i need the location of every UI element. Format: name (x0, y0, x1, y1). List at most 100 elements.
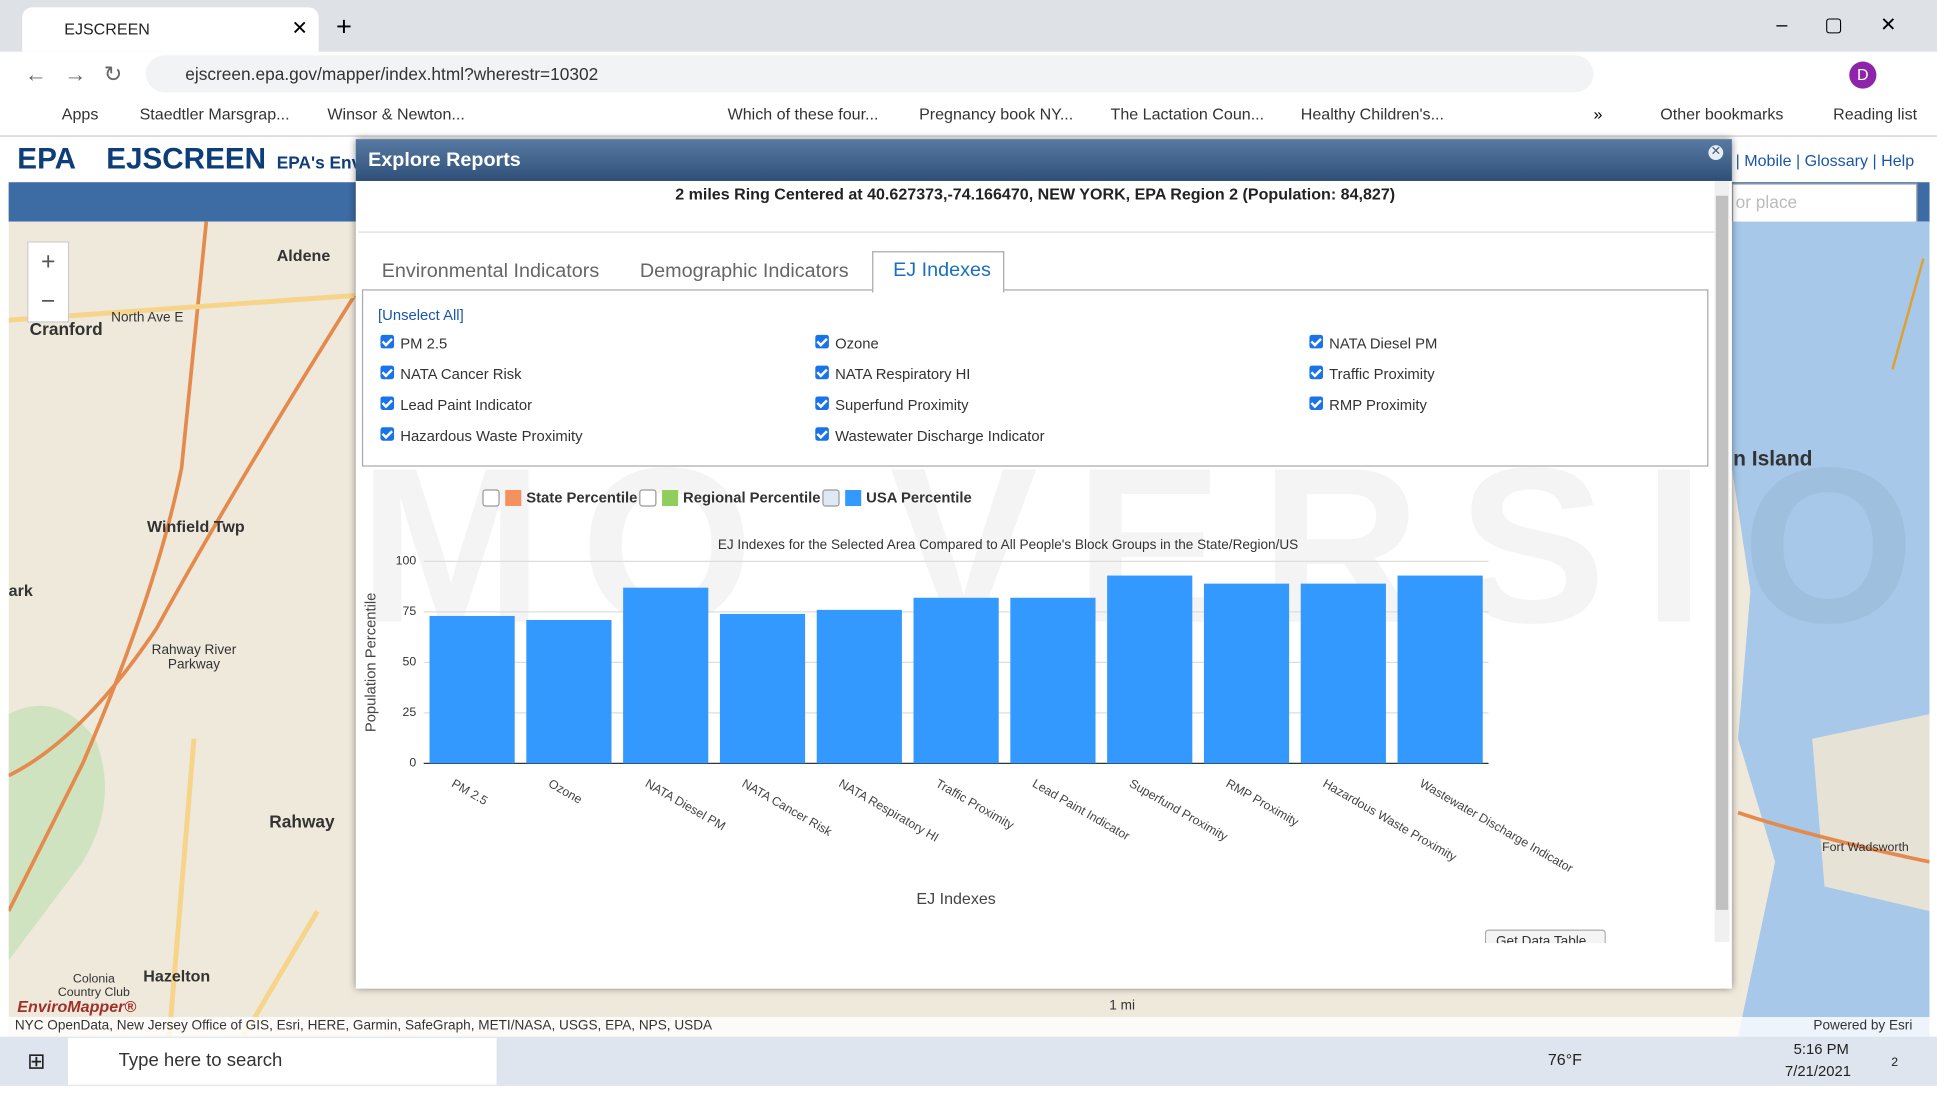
link[interactable]: | Glossary (1796, 151, 1869, 170)
legend-swatch[interactable] (505, 490, 522, 507)
map-label: ark (8, 581, 33, 600)
button-label: Get Data Table (1495, 934, 1587, 944)
checkbox[interactable] (380, 365, 395, 380)
y-tick-label: 100 (396, 554, 417, 568)
other-bookmarks[interactable]: Other bookmarks (1660, 104, 1784, 124)
active-tab[interactable] (872, 251, 1005, 294)
chart-title: EJ Indexes for the Selected Area Compare… (718, 537, 1298, 552)
bar[interactable] (1107, 575, 1193, 764)
tab[interactable]: Environmental Indicators (381, 261, 600, 282)
checkbox-label[interactable]: PM 2.5 (400, 334, 448, 353)
bookmark[interactable]: Winsor & Newton... (327, 104, 465, 124)
bookmark[interactable]: The Lactation Coun... (1110, 104, 1265, 124)
legend-swatch[interactable] (662, 490, 679, 507)
link[interactable]: | Mobile (1735, 151, 1792, 170)
bookmark[interactable]: Which of these four... (727, 104, 879, 124)
map-label: Cranford (29, 318, 103, 339)
notification-count[interactable]: 2 (1891, 1056, 1899, 1070)
checkbox-label[interactable]: RMP Proximity (1329, 396, 1427, 414)
bookmark[interactable]: Apps (61, 104, 99, 124)
checkbox-label[interactable]: NATA Respiratory HI (835, 365, 971, 383)
legend-label[interactable]: State Percentile (526, 491, 637, 507)
checkbox-label[interactable]: Superfund Proximity (835, 396, 969, 414)
checkbox-label[interactable]: Lead Paint Indicator (400, 396, 533, 414)
bar[interactable] (816, 609, 902, 764)
bookmark[interactable]: Staedtler Marsgrap... (139, 104, 290, 124)
map-label: Rahway River Parkway (151, 642, 237, 673)
checkbox[interactable] (380, 396, 395, 410)
link[interactable]: | Help (1872, 151, 1915, 170)
scrollbar[interactable] (1714, 180, 1730, 942)
x-axis-label: EJ Indexes (916, 890, 995, 908)
legend-checkbox[interactable] (482, 489, 500, 507)
new-tab[interactable]: + (336, 11, 352, 42)
bookmarks-overflow[interactable]: » (1593, 104, 1603, 124)
checkbox-label[interactable]: NATA Diesel PM (1329, 334, 1438, 353)
search-box[interactable] (1731, 183, 1918, 223)
get-data-button[interactable]: Get Data Table (1484, 929, 1606, 944)
checkbox[interactable] (380, 334, 395, 349)
url-box[interactable] (145, 55, 1594, 93)
bar[interactable] (623, 587, 709, 764)
dialog-close[interactable]: ✕ (1708, 145, 1724, 161)
app-name: EJSCREEN (106, 142, 267, 177)
profile[interactable]: D (1849, 61, 1877, 89)
legend-label[interactable]: Regional Percentile (683, 491, 820, 507)
url[interactable]: ejscreen.epa.gov/mapper/index.html?where… (185, 64, 599, 84)
clock-time[interactable]: 5:16 PM (1793, 1040, 1849, 1058)
checkbox[interactable] (815, 396, 829, 410)
y-tick-label: 0 (409, 756, 416, 770)
checkbox-label[interactable]: Traffic Proximity (1329, 365, 1435, 383)
x-tick-label: RMP Proximity (1224, 776, 1302, 829)
bar[interactable] (1300, 583, 1386, 764)
zoom-control[interactable]: + − (27, 241, 70, 323)
y-tick-label: 25 (403, 705, 417, 719)
bar[interactable] (1397, 575, 1483, 764)
dialog (355, 139, 1732, 989)
dialog-subtitle: 2 miles Ring Centered at 40.627373,-74.1… (675, 184, 1396, 204)
bar[interactable] (526, 619, 612, 764)
y-tick-label: 50 (403, 655, 417, 669)
checkbox[interactable] (380, 427, 395, 441)
checkbox[interactable] (1309, 365, 1324, 380)
attribution: NYC OpenData, New Jersey Office of GIS, … (14, 1018, 713, 1033)
tab[interactable]: Demographic Indicators (639, 261, 849, 282)
checkbox-label[interactable]: Wastewater Discharge Indicator (835, 427, 1045, 445)
checkbox-label[interactable]: Hazardous Waste Proximity (400, 427, 583, 445)
scroll-thumb[interactable] (1715, 195, 1729, 910)
legend-checkbox[interactable] (639, 489, 657, 507)
checkbox[interactable] (815, 365, 829, 380)
unselect-all[interactable]: [Unselect All] (378, 306, 464, 324)
bar[interactable] (719, 613, 806, 764)
legend-checkbox[interactable] (822, 489, 840, 507)
window-controls[interactable]: –▢✕ (1776, 14, 1934, 36)
checkbox-label[interactable]: NATA Cancer Risk (400, 365, 522, 383)
bookmark[interactable]: Healthy Children's... (1300, 104, 1444, 124)
nav-buttons[interactable]: ←→↻ (24, 61, 140, 87)
reading-list[interactable]: Reading list (1833, 104, 1918, 124)
checkbox[interactable] (1309, 334, 1324, 349)
tab-close[interactable]: ✕ (291, 18, 309, 40)
bar[interactable] (429, 615, 515, 764)
legend-label[interactable]: USA Percentile (866, 491, 972, 507)
tab[interactable]: EJ Indexes (893, 259, 991, 281)
epa-logo[interactable]: EPA (17, 142, 77, 177)
bar[interactable] (1203, 583, 1290, 764)
checkbox[interactable] (815, 334, 829, 349)
dialog-title: Explore Reports (368, 150, 521, 172)
indicator-panel (361, 289, 1709, 467)
bar[interactable] (913, 597, 999, 764)
tagline: EPA's Env (276, 152, 362, 173)
tab-bar (0, 0, 1937, 52)
checkbox[interactable] (1309, 396, 1324, 410)
checkbox[interactable] (815, 427, 829, 441)
taskbar-search[interactable] (67, 1037, 497, 1085)
bookmark[interactable]: Pregnancy book NY... (919, 104, 1074, 124)
clock-date[interactable]: 7/21/2021 (1785, 1062, 1851, 1080)
bar[interactable] (1010, 597, 1096, 764)
legend-swatch[interactable] (845, 490, 862, 507)
checkbox-label[interactable]: Ozone (835, 334, 879, 353)
tab[interactable] (22, 7, 319, 52)
weather[interactable]: 76°F (1547, 1050, 1582, 1069)
start-button[interactable]: ⊞ (27, 1048, 46, 1074)
